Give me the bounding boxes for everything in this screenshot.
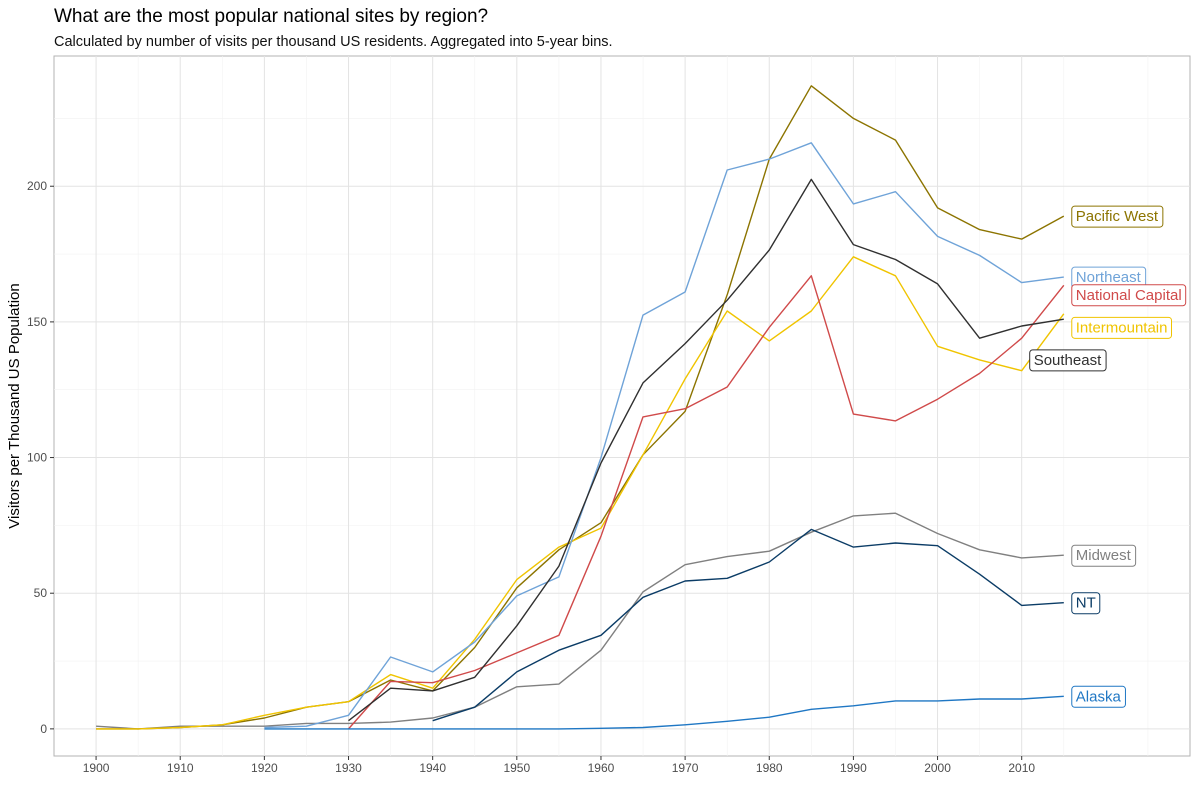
series-label-box [1071, 592, 1101, 615]
series-label-text: NT [1076, 595, 1096, 612]
series-line-pacific-west [96, 85, 1065, 730]
series-line-northeast [264, 142, 1064, 729]
series-label-box [1071, 284, 1187, 307]
series-line-alaska [264, 695, 1064, 730]
x-tick-label: 1900 [83, 761, 110, 775]
y-tick-label: 0 [40, 722, 47, 736]
x-axis-ticks: 1900 1910 1920 1930 1940 1950 1960 1970 1980 1990… [83, 756, 1035, 775]
series-label-text: Southeast [1034, 352, 1102, 369]
y-tick-label: 50 [34, 586, 48, 600]
series-label-nt: NT [1071, 592, 1101, 615]
series-label-box [1071, 316, 1173, 339]
x-tick-label: 1910 [167, 761, 194, 775]
series-line-national-capital [347, 275, 1065, 730]
x-tick-label: 1950 [503, 761, 530, 775]
chart-subtitle: Calculated by number of visits per thous… [54, 34, 613, 50]
series-label-southeast: Southeast [1029, 349, 1107, 372]
y-tick-label: 100 [27, 451, 47, 465]
series-label-box [1071, 205, 1164, 228]
x-tick-label: 1990 [840, 761, 867, 775]
series-line-southeast [348, 178, 1064, 722]
series-labels: Midwest Pacific West Intermountain Northeas… [1029, 205, 1187, 708]
series-label-box [1029, 349, 1107, 372]
series-label-box [1071, 544, 1137, 567]
series-label-intermountain: Intermountain [1071, 316, 1173, 339]
series-line-nt [432, 528, 1064, 722]
series-label-alaska: Alaska [1071, 685, 1126, 708]
x-tick-label: 2000 [924, 761, 951, 775]
grid-lines [54, 56, 1190, 756]
series-label-pacific-west: Pacific West [1071, 205, 1164, 228]
series-lines [96, 85, 1065, 730]
y-tick-label: 150 [27, 315, 47, 329]
x-tick-label: 1980 [756, 761, 783, 775]
series-label-text: Pacific West [1076, 208, 1159, 225]
y-axis-label: Visitors per Thousand US Population [6, 283, 23, 528]
y-axis-ticks: 0 50 100 150 200 [27, 179, 54, 736]
series-line-intermountain [96, 256, 1065, 730]
series-label-text: Northeast [1076, 269, 1142, 286]
x-tick-label: 2010 [1008, 761, 1035, 775]
series-label-box [1071, 685, 1126, 708]
x-tick-label: 1920 [251, 761, 278, 775]
x-tick-label: 1930 [335, 761, 362, 775]
series-label-midwest: Midwest [1071, 544, 1137, 567]
y-tick-label: 200 [27, 179, 47, 193]
series-label-text: Alaska [1076, 688, 1122, 705]
series-label-text: National Capital [1076, 287, 1182, 304]
x-tick-label: 1960 [588, 761, 615, 775]
series-label-text: Midwest [1076, 547, 1132, 564]
x-tick-label: 1940 [419, 761, 446, 775]
series-label-national-capital: National Capital [1071, 284, 1187, 307]
series-label-text: Intermountain [1076, 319, 1168, 336]
series-line-midwest [96, 512, 1064, 730]
chart-title: What are the most popular national sites… [54, 6, 489, 27]
x-tick-label: 1970 [672, 761, 699, 775]
plot-panel [53, 55, 1191, 757]
